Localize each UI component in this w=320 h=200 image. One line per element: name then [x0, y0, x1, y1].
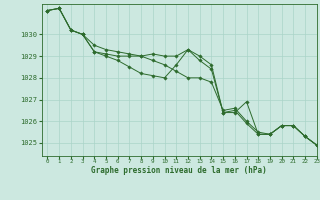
X-axis label: Graphe pression niveau de la mer (hPa): Graphe pression niveau de la mer (hPa): [91, 166, 267, 175]
